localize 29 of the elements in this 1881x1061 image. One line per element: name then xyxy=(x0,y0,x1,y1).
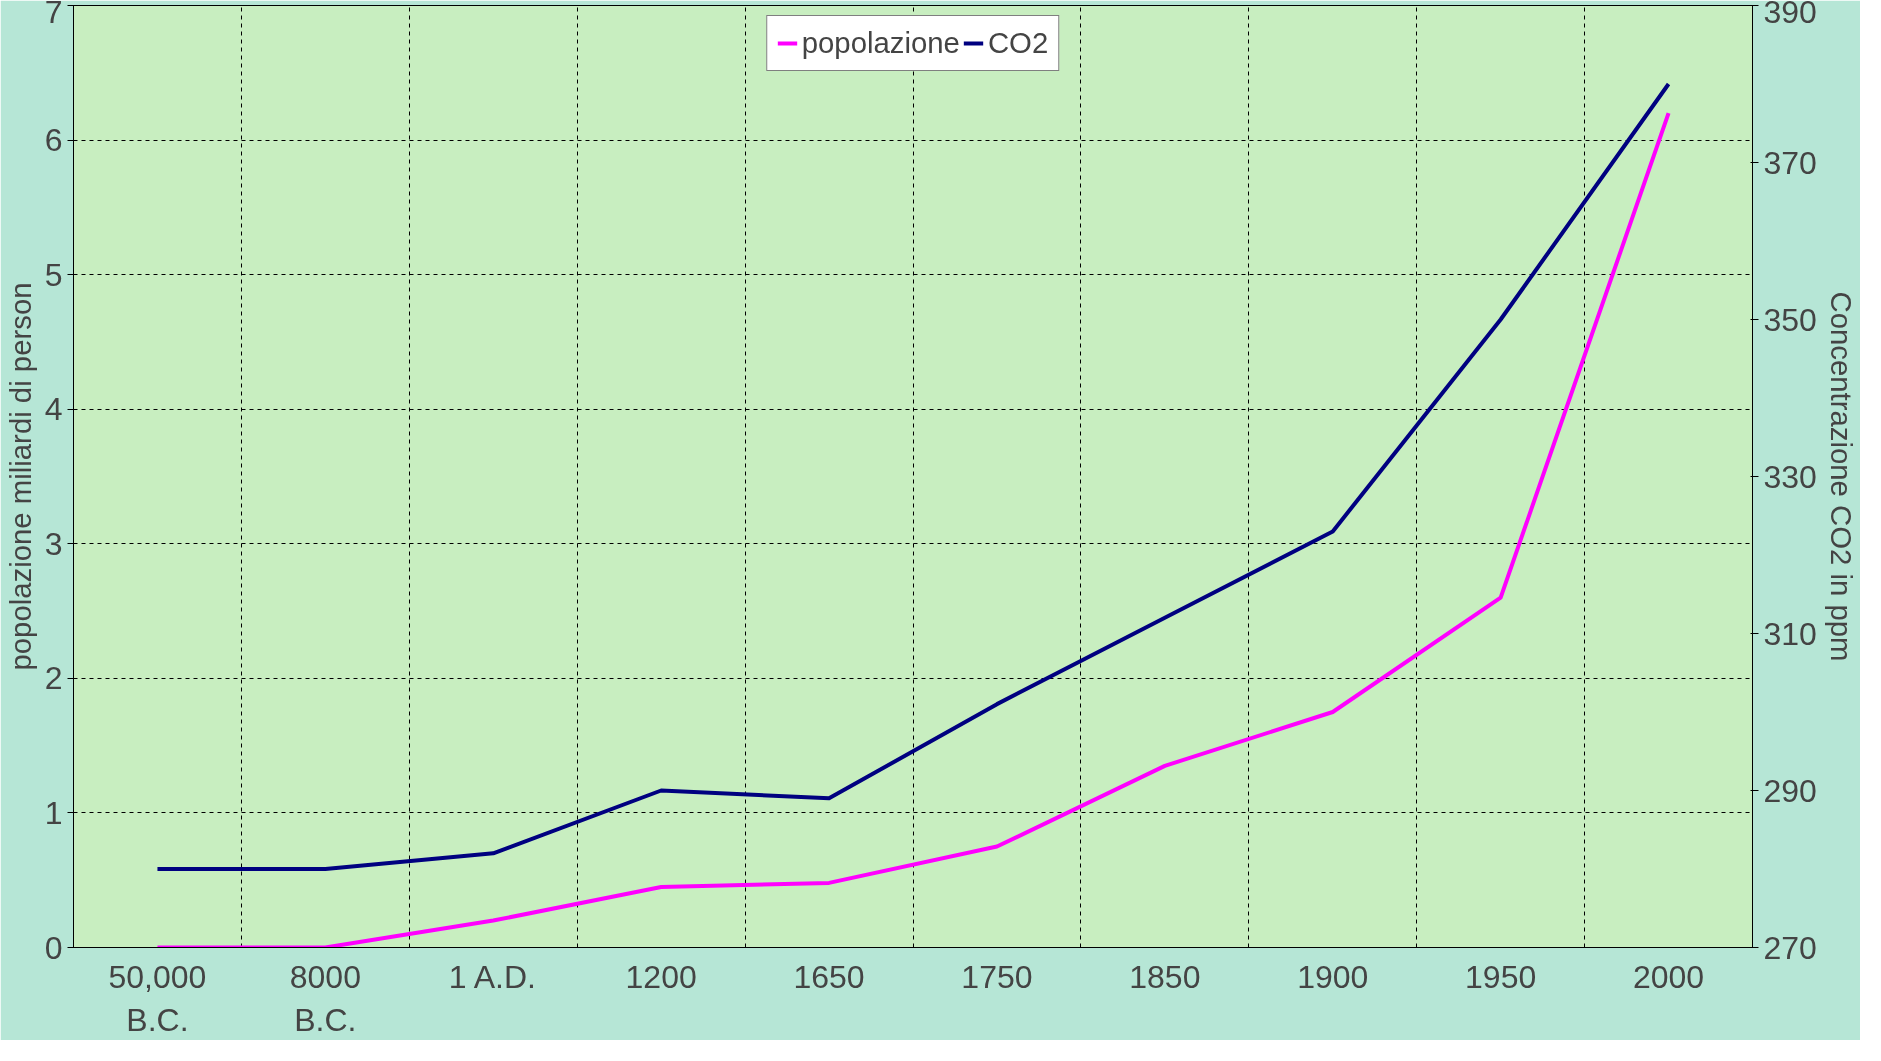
y2-tick-label: 310 xyxy=(1763,615,1817,652)
x-tick-label: 8000 B.C. xyxy=(289,958,361,1038)
y2-axis-title: Concentrazione CO2 in ppm xyxy=(1824,291,1858,662)
y-axis-title: popolazione miliardi di person xyxy=(3,282,37,671)
x-tick-label: 1950 xyxy=(1465,958,1537,995)
y-tick-label: 7 xyxy=(44,0,63,30)
y-tick-label: 6 xyxy=(44,122,63,159)
x-tick-label: 1200 xyxy=(625,958,697,995)
y-tick-label: 5 xyxy=(44,256,63,293)
y2-tick-label: 390 xyxy=(1763,0,1817,30)
y2-tick-label: 370 xyxy=(1763,144,1817,181)
y-tick-label: 2 xyxy=(44,660,63,697)
y-tick-label: 3 xyxy=(44,525,63,562)
x-tick-label: 50,000 B.C. xyxy=(108,958,207,1038)
y2-tick-label: 330 xyxy=(1763,458,1817,495)
y2-tick-label: 290 xyxy=(1763,772,1817,809)
y-tick-label: 0 xyxy=(44,929,63,966)
x-tick-label: 1900 xyxy=(1297,958,1369,995)
x-tick-label: 1850 xyxy=(1129,958,1201,995)
y-tick-label: 4 xyxy=(44,391,63,428)
legend-label: popolazione xyxy=(801,26,960,60)
x-tick-label: 1 A.D. xyxy=(448,958,536,995)
y2-tick-label: 270 xyxy=(1763,929,1817,966)
x-tick-label: 1650 xyxy=(793,958,865,995)
x-tick-label: 2000 xyxy=(1632,958,1705,995)
y2-tick-label: 350 xyxy=(1763,301,1817,338)
legend-label: CO2 xyxy=(987,26,1049,60)
y-tick-label: 1 xyxy=(44,794,63,831)
x-tick-label: 1750 xyxy=(961,958,1033,995)
